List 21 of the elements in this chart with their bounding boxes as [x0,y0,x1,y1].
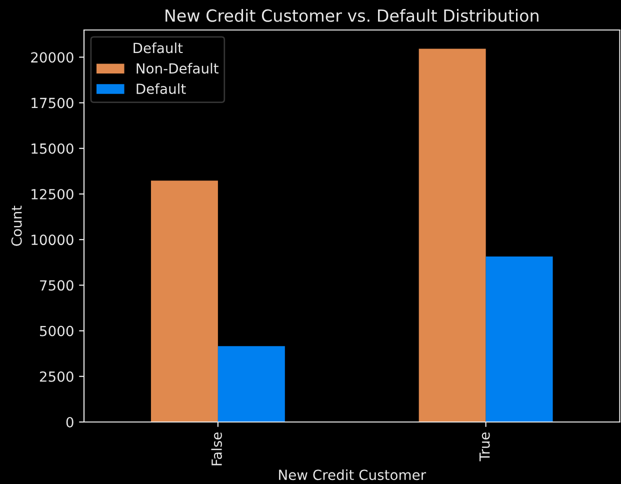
y-tick-label: 2500 [40,371,74,382]
legend-label: Default [136,83,186,94]
y-tick-label: 20000 [31,52,74,63]
x-tick-label: False [211,432,222,466]
y-tick-label: 12500 [32,188,74,200]
y-tick-label: 7500 [40,280,74,291]
bar [486,256,553,422]
y-tick-label: 5000 [40,326,74,336]
bar [418,48,486,422]
legend-label: Non-Default [136,62,219,74]
legend-title: Default [134,42,183,54]
y-tick-label: 10000 [32,234,74,246]
chart-title: New Credit Customer vs. Default Distribution [166,9,538,22]
x-axis-title: New Credit Customer [279,469,426,480]
y-tick-label: 0 [66,416,74,428]
y-axis-title: Count [11,206,22,246]
x-tick-label: True [480,432,490,462]
y-tick-label: 15000 [32,143,74,154]
y-tick-label: 17500 [32,98,74,108]
bar [150,180,218,422]
bar [218,346,285,422]
